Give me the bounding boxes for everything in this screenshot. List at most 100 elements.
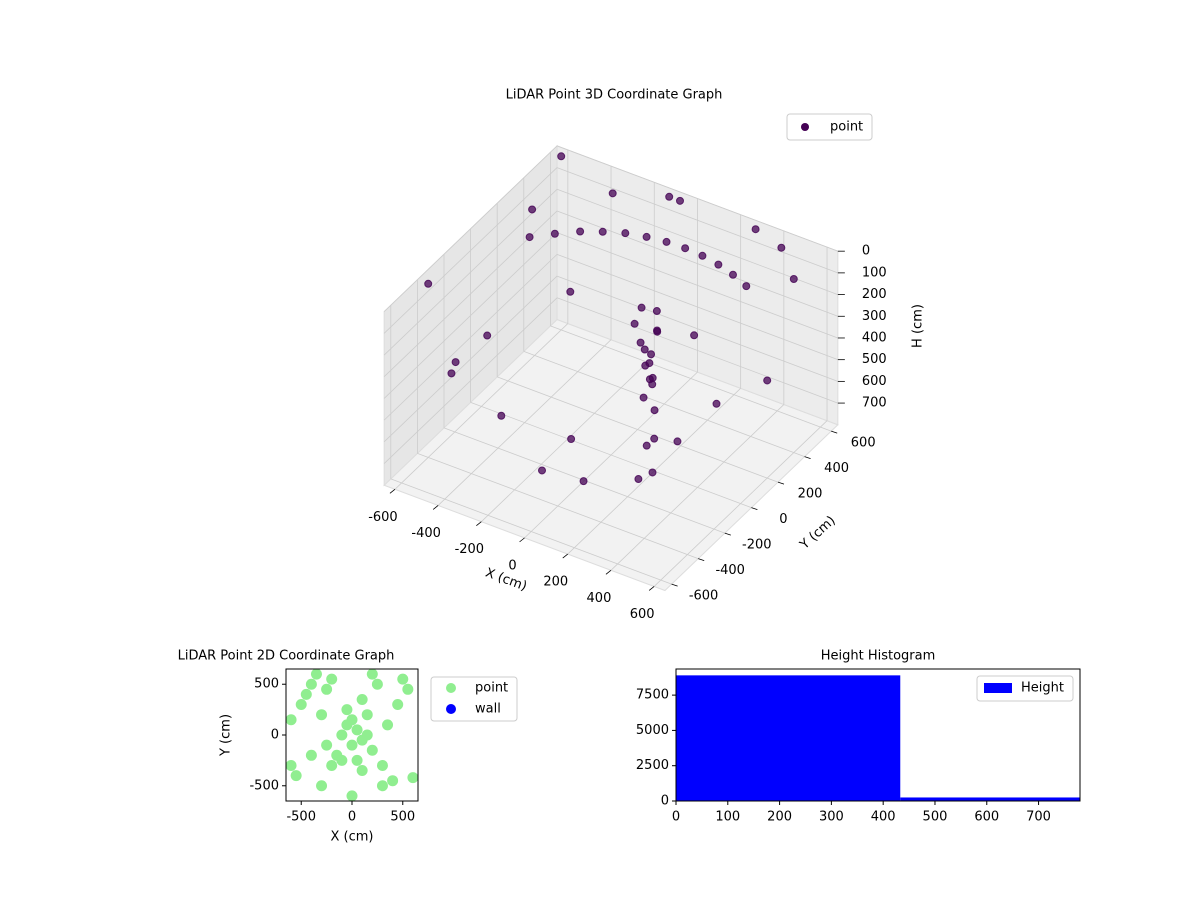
data-point [567,435,576,443]
grid-line [556,297,838,404]
y-tick-label: 7500 [636,688,669,703]
x-tick-label: -500 [286,810,316,825]
data-point [712,399,721,408]
x-tick-label: 500 [923,810,948,825]
grid-line [523,350,805,458]
data-point [538,466,546,475]
data-point [636,338,645,347]
data-point [361,729,373,741]
data-point [392,699,404,711]
tick-mark [804,456,811,460]
x-tick-label: 400 [587,591,612,606]
x-tick-label: 200 [767,810,792,825]
grid-line [383,145,558,312]
data-point [376,780,388,792]
data-point [356,765,368,777]
tick-mark [751,507,758,511]
axes-frame [285,668,419,802]
z-tick-label: 600 [862,374,887,389]
grid-line [383,232,558,399]
data-point [598,227,607,236]
data-point [525,233,534,242]
x-tick-label: 700 [1026,810,1051,825]
x-tick-label: 0 [672,810,680,825]
data-point [356,693,368,705]
data-point [387,775,399,787]
data-point [676,196,684,205]
grid-line [556,145,838,252]
y-axis-label: Y (cm) [797,513,839,553]
data-point [634,475,643,484]
data-point [642,232,651,241]
data-point [341,704,353,716]
data-point [550,229,559,238]
tick-mark [671,583,678,587]
data-point [326,759,338,771]
z-tick-label: 500 [862,352,887,367]
grid-line [417,452,699,560]
data-point [371,678,383,690]
chart-title: LiDAR Point 2D Coordinate Graph [178,649,395,664]
grid-line [556,167,838,274]
tick-mark [648,586,655,591]
legend-label: point [475,681,508,696]
grid-line [383,254,558,421]
data-point [566,287,575,296]
data-point [650,406,659,415]
y-tick-label: -400 [715,563,745,578]
z-tick-label: 100 [862,265,887,280]
legend-box [976,675,1074,702]
data-point [366,669,378,680]
tick-mark [724,532,731,536]
x-tick-label: -400 [411,526,441,541]
x-tick-label: -600 [368,510,398,525]
data-point [640,345,649,354]
grid-line [383,167,558,334]
legend-marker [446,704,456,714]
data-point [321,739,333,751]
y-tick-label: 2500 [636,758,669,773]
data-point [690,331,699,340]
x-tick-label: 600 [974,810,999,825]
grid-line [550,325,832,432]
data-point [648,380,657,389]
x-tick-label: 300 [819,810,844,825]
legend-marker [446,683,456,693]
data-point [300,688,312,700]
y-tick-label: -600 [689,589,719,604]
data-point [376,759,388,771]
data-point [424,279,433,288]
data-point [665,192,674,201]
y-tick-label: 5000 [636,723,669,738]
grid-line [470,401,752,509]
y-tick-label: 200 [798,487,823,502]
y-tick-label: 0 [271,728,279,743]
tick-mark [519,537,525,543]
data-point [305,749,317,761]
y-tick-label: 600 [851,436,876,451]
legend-label: Height [1021,681,1064,696]
y-tick-label: 500 [254,677,279,692]
data-point [528,205,537,214]
data-point [397,673,409,685]
data-point [286,759,297,771]
z-tick-label: 0 [862,244,870,259]
data-point [728,270,737,279]
bar [676,675,901,801]
legend-label: point [830,120,863,135]
data-point [497,411,506,420]
grid-line [556,275,838,382]
data-point [673,437,682,446]
data-point [336,754,348,766]
bar [900,797,1080,801]
data-point [346,739,358,751]
x-tick-label: 200 [543,575,568,590]
legend-marker [984,683,1012,693]
data-point [621,229,630,238]
y-tick-label: 0 [779,512,787,527]
axes-frame [675,668,1081,802]
z-tick-label: 200 [862,287,887,302]
data-point [648,468,657,477]
x-tick-label: 100 [715,810,740,825]
data-point [321,683,333,695]
